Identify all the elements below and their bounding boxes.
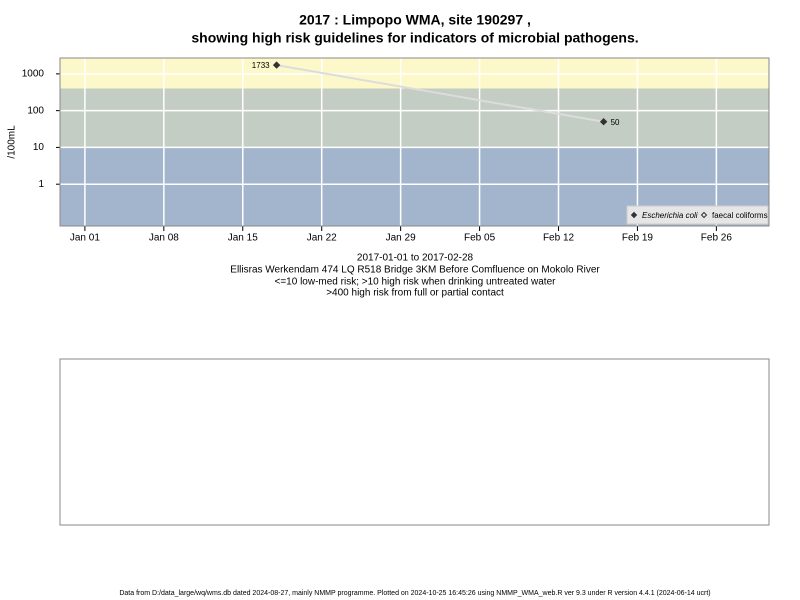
- chart-title: 2017 : Limpopo WMA, site 190297 ,: [299, 12, 531, 28]
- risk-band: [60, 88, 769, 148]
- y-tick-label: 1000: [22, 69, 45, 80]
- y-tick-label: 100: [27, 105, 44, 116]
- data-label: 50: [611, 118, 620, 127]
- note: >400 high risk from full or partial cont…: [326, 288, 504, 299]
- note: <=10 low-med risk; >10 high risk when dr…: [275, 277, 557, 288]
- point: [272, 61, 281, 69]
- x-tick-label: Jan 08: [149, 233, 179, 244]
- legend: [626, 205, 769, 225]
- data-label: 1733: [252, 61, 270, 70]
- x-tick-label: Feb 12: [543, 233, 575, 244]
- empty-panel: [59, 358, 770, 526]
- series-line: [276, 64, 604, 123]
- y-tick-label: 10: [33, 142, 45, 153]
- point: [599, 118, 608, 126]
- x-tick-label: Jan 29: [386, 233, 416, 244]
- x-tick-label: Jan 22: [307, 233, 337, 244]
- x-tick-label: Feb 26: [701, 233, 733, 244]
- legend-marker: [700, 211, 708, 219]
- legend-marker: [630, 211, 638, 219]
- footer: Data from D:/data_large/wq/wms.db dated …: [119, 590, 710, 597]
- x-tick-label: Feb 19: [622, 233, 654, 244]
- note: 2017-01-01 to 2017-02-28: [357, 253, 474, 264]
- chart-title: showing high risk guidelines for indicat…: [191, 30, 638, 46]
- plot-frame: [59, 57, 770, 227]
- legend-label: Escherichia coli: [642, 211, 698, 220]
- x-tick-label: Jan 01: [70, 233, 100, 244]
- note: Ellisras Werkendam 474 LQ R518 Bridge 3K…: [230, 265, 600, 276]
- y-tick-label: 1: [38, 179, 44, 190]
- y-axis-label: /100mL: [7, 125, 18, 159]
- x-tick-label: Jan 15: [228, 233, 258, 244]
- legend-label: faecal coliforms: [712, 211, 768, 220]
- x-tick-label: Feb 05: [464, 233, 496, 244]
